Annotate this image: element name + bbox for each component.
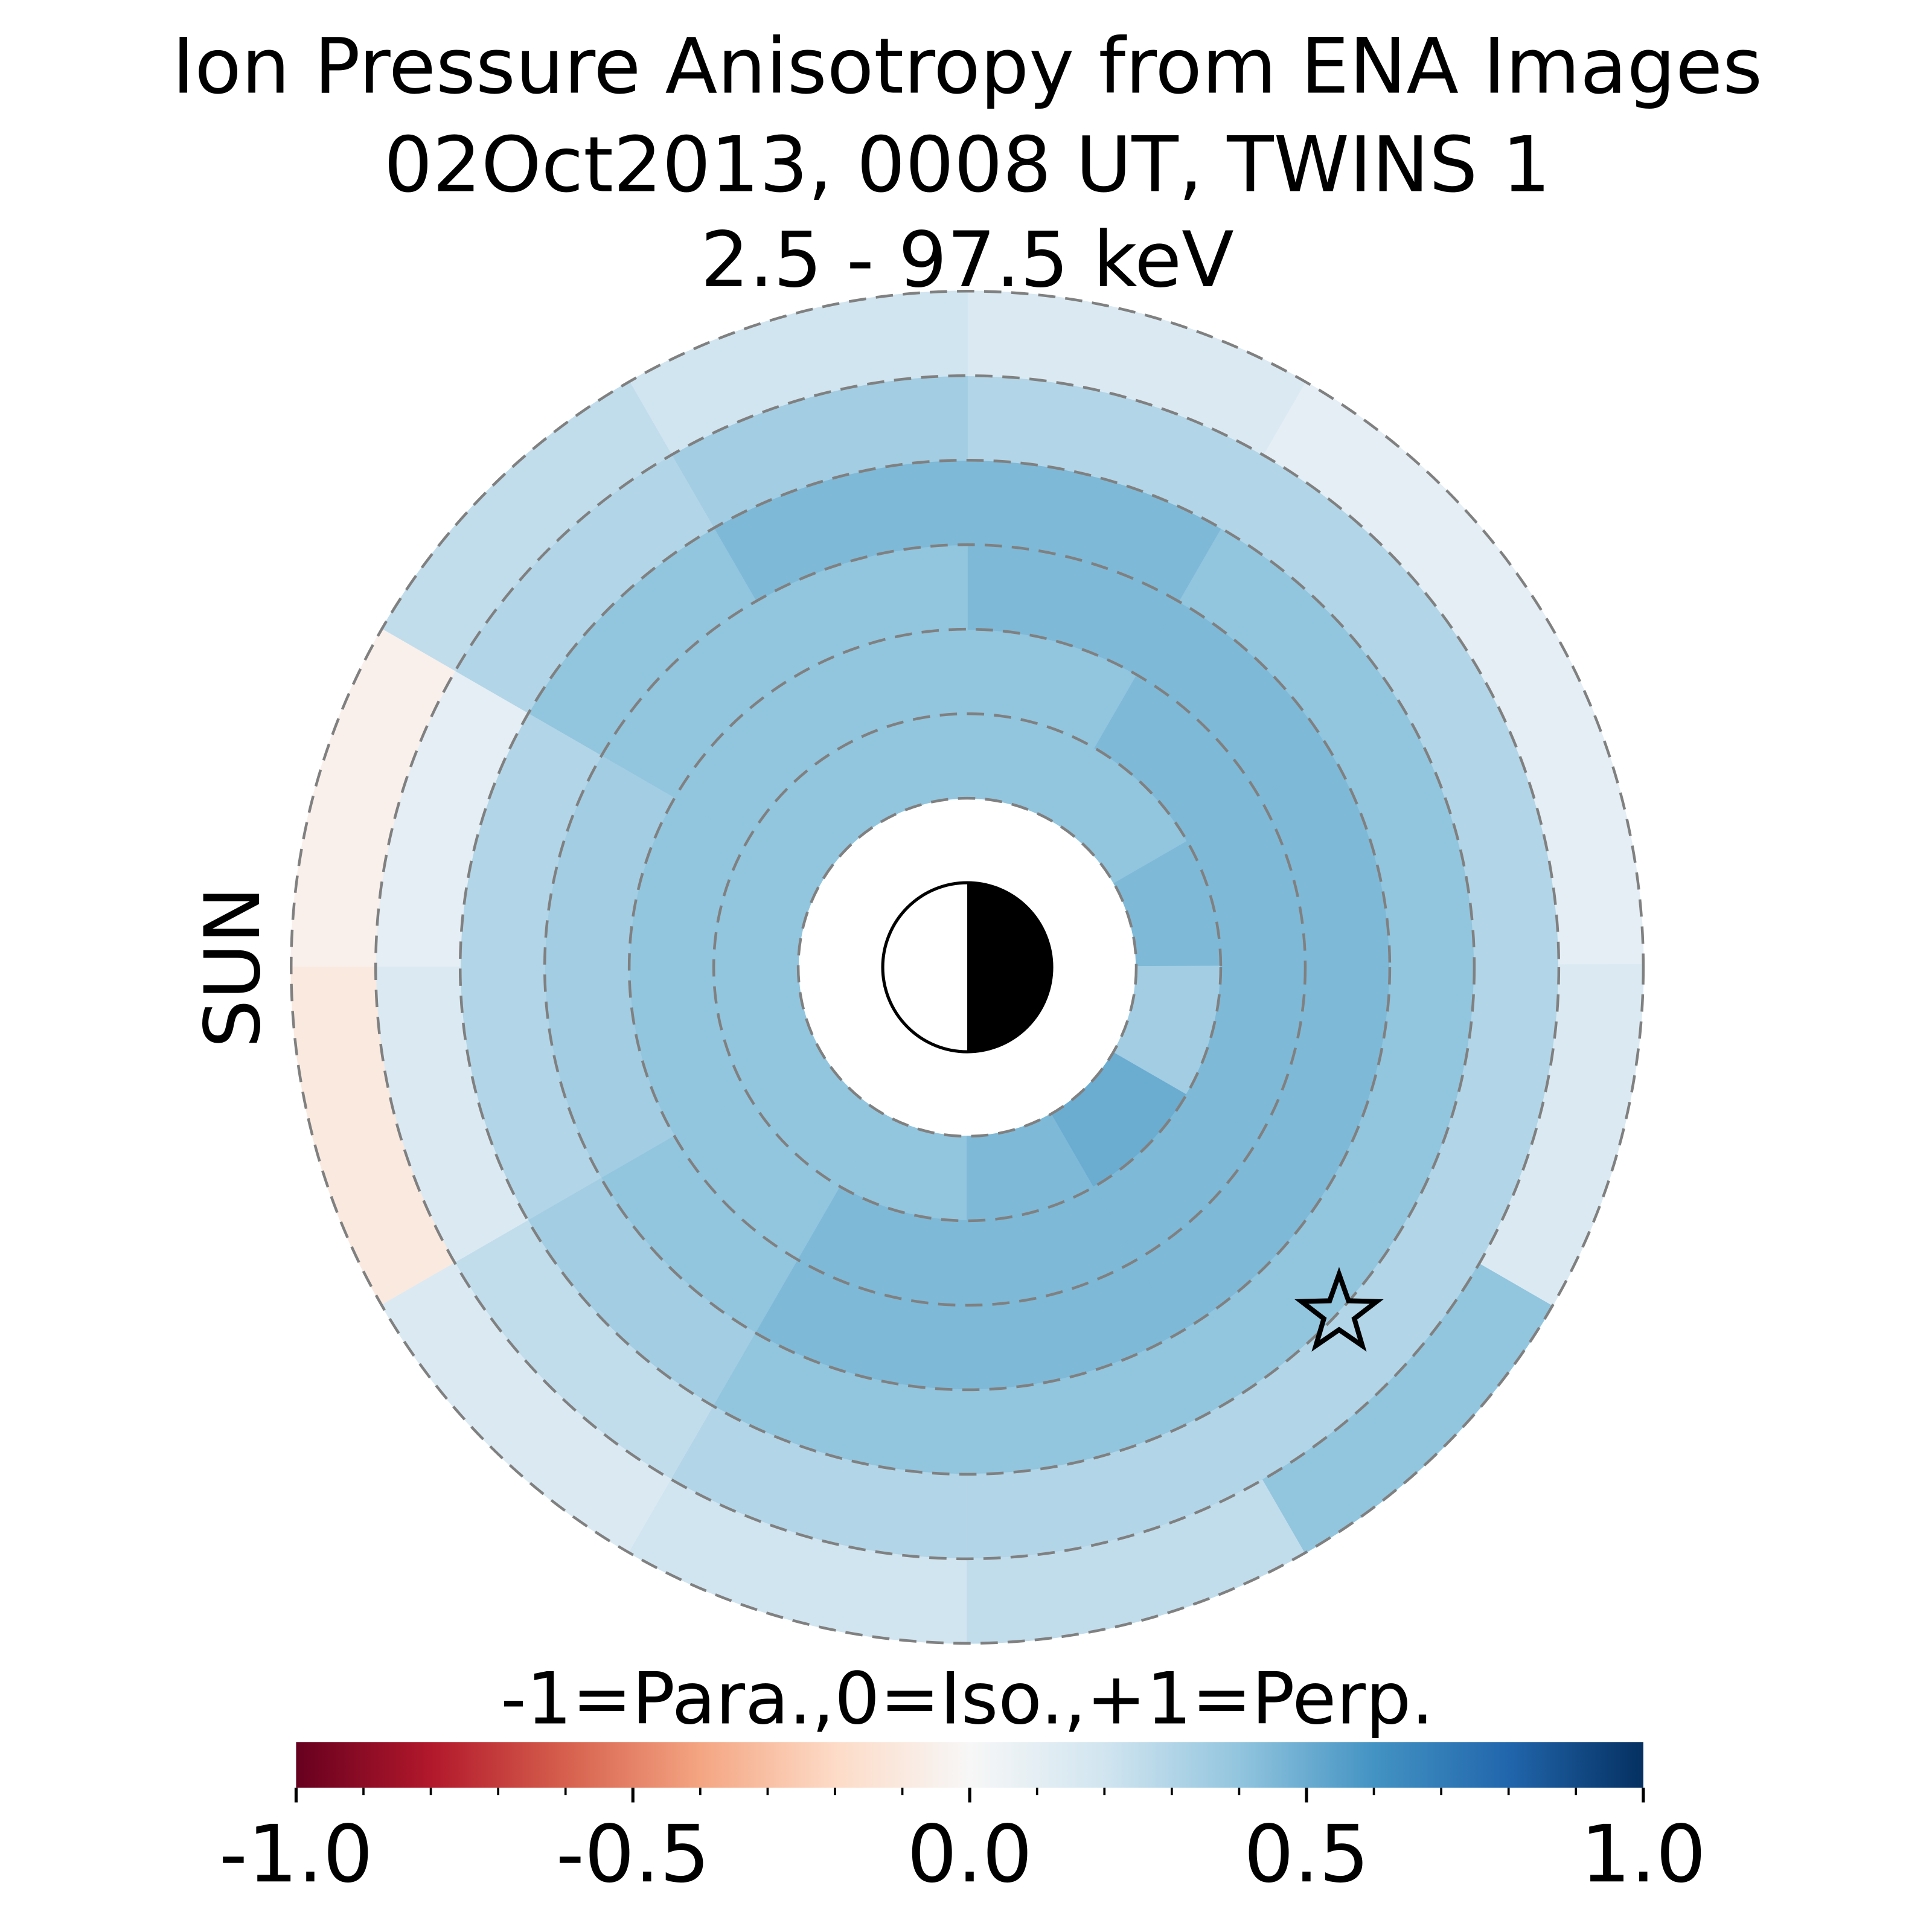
title-line: 2.5 - 97.5 keV — [700, 215, 1234, 304]
grid-circle — [627, 627, 1307, 1307]
grid — [290, 290, 1645, 1645]
colorbar-label: -1=Para.,0=Iso.,+1=Perp. — [501, 1657, 1434, 1741]
grid-circle — [712, 712, 1223, 1223]
earth-outline — [881, 881, 1054, 1054]
colorbar-tick-label: -0.5 — [556, 1808, 710, 1900]
sun-label: SUN — [188, 886, 277, 1048]
title-line: Ion Pressure Anisotropy from ENA Images — [172, 21, 1762, 110]
colorbar-ticks: -1.0 -0.5 0.0 0.5 1.0 — [219, 1787, 1706, 1900]
colorbar — [296, 1742, 1643, 1788]
heatmap — [290, 290, 1644, 1644]
grid-circle — [458, 458, 1476, 1476]
title-line: 02Oct2013, 0008 UT, TWINS 1 — [384, 120, 1551, 210]
colorbar-tick-label: -1.0 — [219, 1808, 373, 1900]
star-marker — [1294, 1267, 1384, 1352]
colorbar-tick-label: 1.0 — [1581, 1808, 1706, 1900]
grid-circle — [543, 543, 1392, 1392]
colorbar-tick-label: 0.0 — [907, 1808, 1032, 1900]
grid-circle — [290, 290, 1645, 1645]
grid-circle — [796, 796, 1138, 1138]
grid-circle — [374, 374, 1561, 1561]
earth-night — [967, 883, 1052, 1052]
earth — [881, 881, 1054, 1054]
colorbar-tick-label: 0.5 — [1244, 1808, 1369, 1900]
